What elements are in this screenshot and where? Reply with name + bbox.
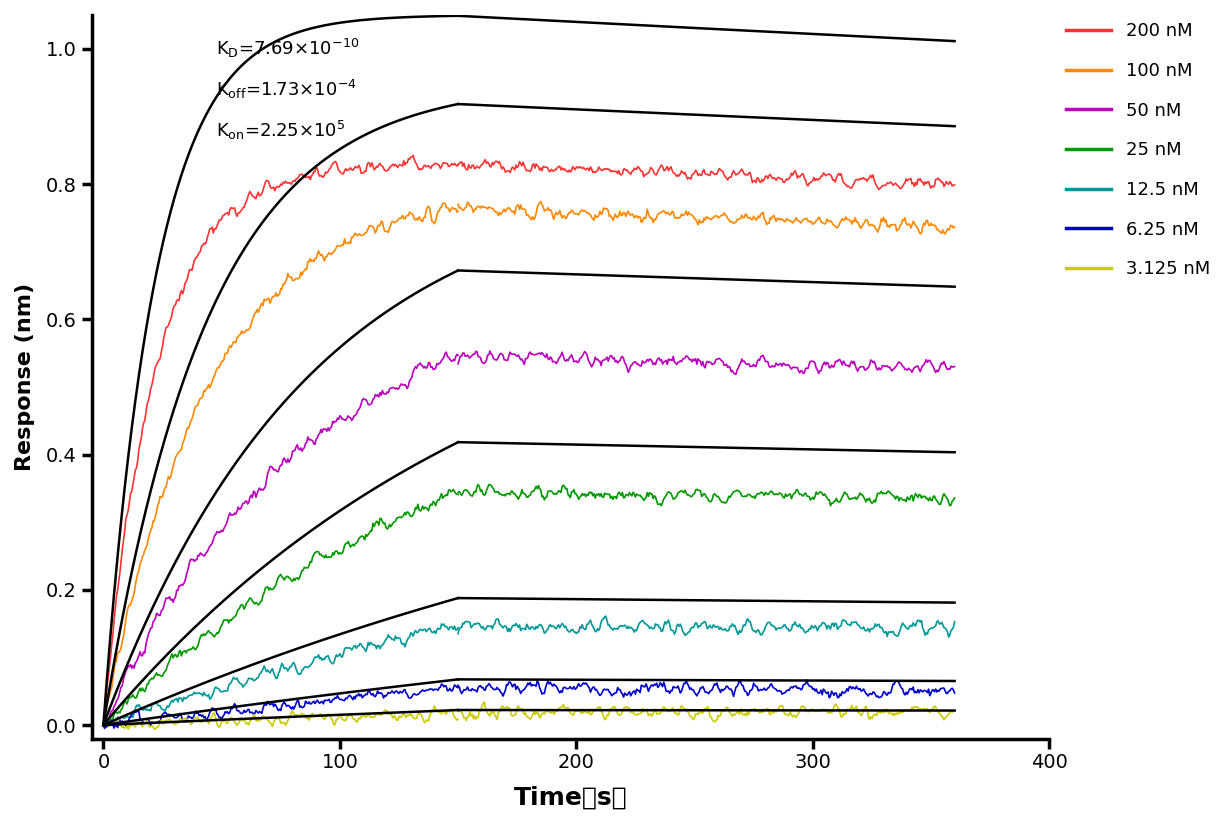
- Text: K$_\mathregular{D}$=7.69×10$^{-10}$
K$_\mathregular{off}$=1.73×10$^{-4}$
K$_\mat: K$_\mathregular{D}$=7.69×10$^{-10}$ K$_\…: [216, 36, 360, 142]
- Legend: 200 nM, 100 nM, 50 nM, 25 nM, 12.5 nM, 6.25 nM, 3.125 nM: 200 nM, 100 nM, 50 nM, 25 nM, 12.5 nM, 6…: [1058, 15, 1217, 285]
- X-axis label: Time（s）: Time（s）: [514, 786, 627, 810]
- Y-axis label: Response (nm): Response (nm): [15, 283, 34, 471]
